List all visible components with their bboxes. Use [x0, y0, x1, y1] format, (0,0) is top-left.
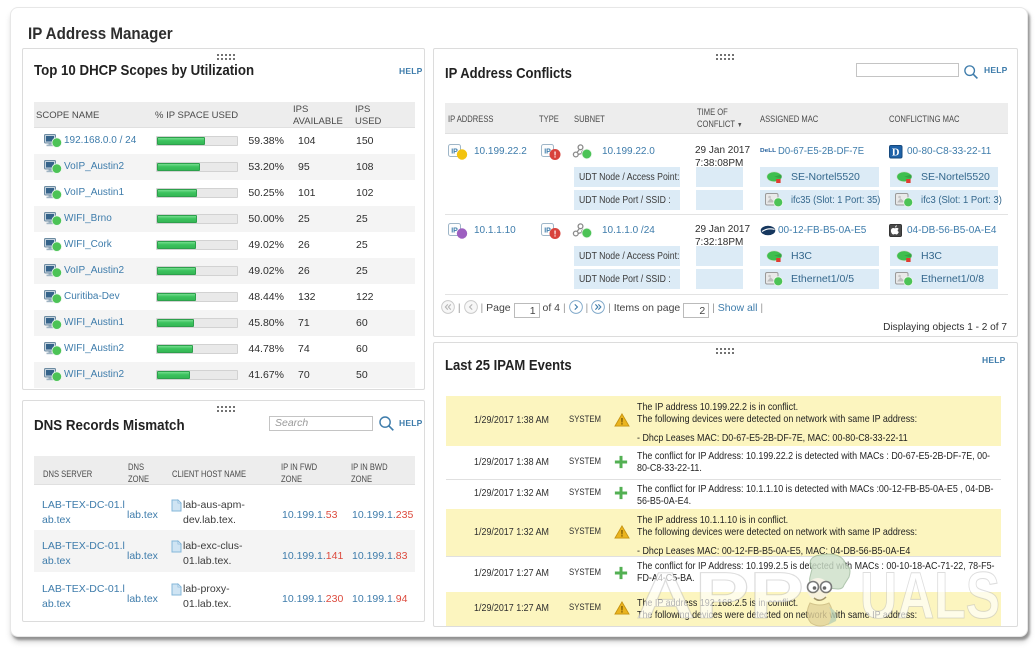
- svg-text:!: !: [554, 229, 557, 239]
- svg-text:!: !: [554, 150, 557, 160]
- svg-text:D: D: [892, 148, 900, 159]
- svg-text:IP: IP: [451, 149, 458, 156]
- svg-text:IP: IP: [544, 149, 551, 156]
- svg-text:IP: IP: [544, 228, 551, 235]
- svg-text:!: !: [621, 605, 624, 615]
- svg-text:IP: IP: [451, 228, 458, 235]
- svg-text:!: !: [621, 417, 624, 427]
- svg-text:!: !: [621, 529, 624, 539]
